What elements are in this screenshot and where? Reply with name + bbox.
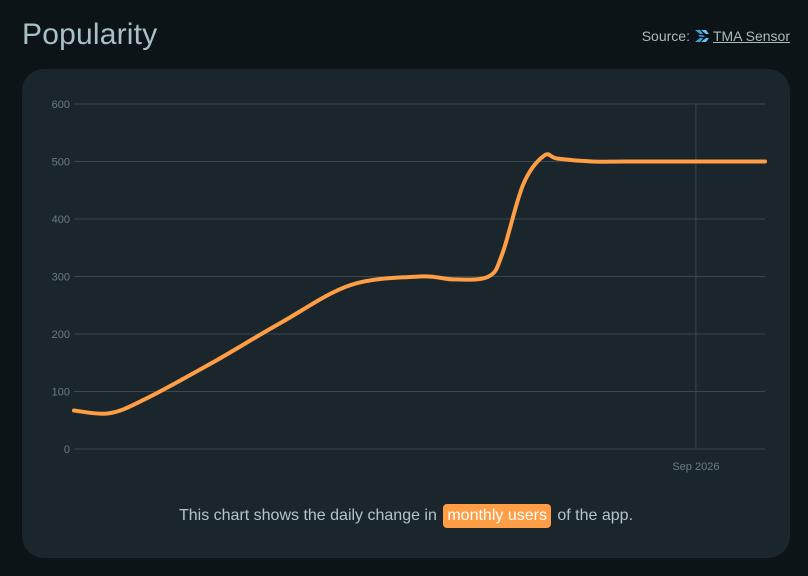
y-tick-label: 200 xyxy=(52,329,70,341)
series-layer xyxy=(72,152,767,416)
page-title: Popularity xyxy=(22,18,158,51)
tma-sensor-logo-icon xyxy=(694,30,709,42)
header: Popularity Source: TMA Sensor xyxy=(22,14,790,60)
axis-labels: 0 100 200 300 400 500 600 Sep 2026 xyxy=(52,99,720,473)
y-tick-label: 100 xyxy=(52,387,70,399)
line-chart: 0 100 200 300 400 500 600 Sep 2026 xyxy=(52,99,767,473)
y-tick-label: 0 xyxy=(64,444,70,456)
source-prefix: Source: xyxy=(641,28,690,44)
source-link[interactable]: TMA Sensor xyxy=(712,28,790,44)
chart-caption: This chart shows the daily change in mon… xyxy=(22,504,790,528)
caption-highlight-badge: monthly users xyxy=(443,504,551,528)
y-tick-label: 400 xyxy=(52,214,70,226)
y-tick-label: 600 xyxy=(52,99,70,111)
source-attribution: Source: TMA Sensor xyxy=(642,28,790,44)
chart-card: 0 100 200 300 400 500 600 Sep 2026 This chart s… xyxy=(22,69,790,558)
caption-text-before: This chart shows the daily change in xyxy=(178,507,437,524)
y-tick-label: 500 xyxy=(52,157,70,169)
grid-layer xyxy=(74,103,765,450)
series-line xyxy=(72,152,767,416)
x-tick-label: Sep 2026 xyxy=(672,461,719,473)
caption-text-after: of the app. xyxy=(557,507,634,524)
y-tick-label: 300 xyxy=(52,272,70,284)
